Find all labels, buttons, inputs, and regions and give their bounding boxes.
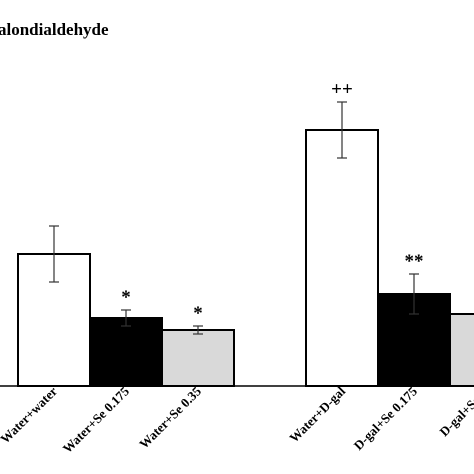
bar-6 — [449, 313, 474, 387]
error-bar-5 — [409, 273, 419, 315]
x-tick-label-1: Water+water — [0, 383, 60, 446]
bar-3 — [161, 329, 235, 387]
x-tick-label-2: Water+Se 0.175 — [60, 383, 133, 456]
chart-title: alondialdehyde — [0, 20, 109, 39]
significance-label-3: * — [193, 303, 203, 324]
error-bar-3 — [193, 325, 203, 335]
x-tick-label-4: Water+D-gal — [286, 383, 348, 445]
bar-4 — [305, 129, 379, 387]
x-tick-label-6: D-gal+Se 0. — [436, 384, 474, 440]
significance-label-4: ++ — [331, 79, 353, 100]
error-bars-group — [49, 101, 419, 335]
x-tick-label-5: D-gal+Se 0.175 — [351, 383, 421, 453]
significance-label-2: * — [121, 287, 131, 308]
significance-group: **++** — [121, 79, 423, 324]
bar-2 — [89, 317, 163, 387]
x-tick-labels: Water+water Water+Se 0.175 Water+Se 0.35 Wa… — [0, 383, 474, 456]
error-bar-4 — [337, 101, 347, 159]
error-bar-1 — [49, 225, 59, 283]
significance-label-5: ** — [405, 251, 424, 272]
x-tick-label-3: Water+Se 0.35 — [136, 383, 204, 451]
error-bar-2 — [121, 309, 131, 327]
